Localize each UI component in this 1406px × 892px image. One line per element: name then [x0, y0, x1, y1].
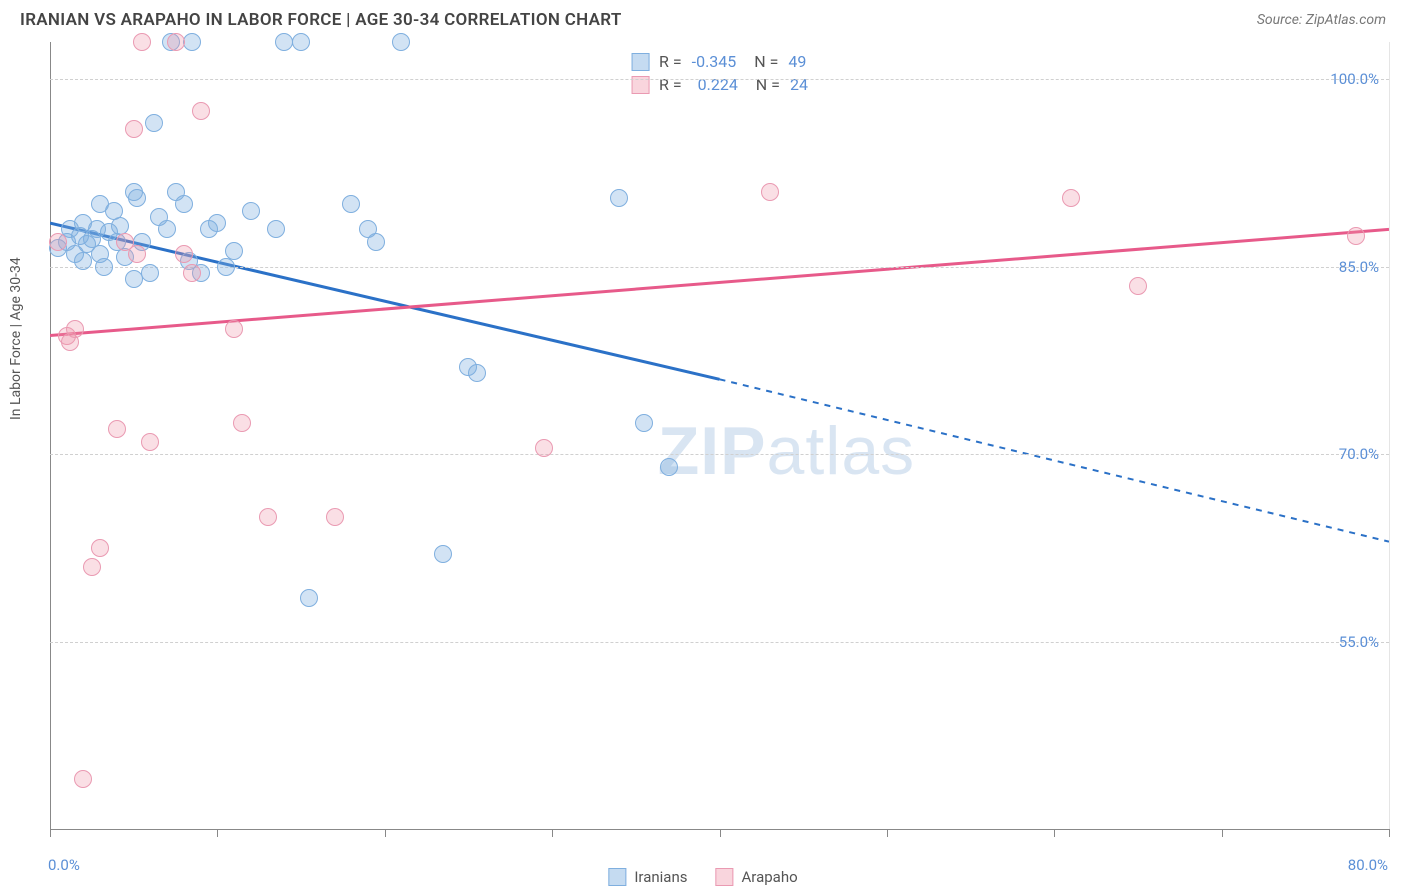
x-tick-min: 0.0%	[48, 856, 80, 874]
data-point	[1062, 189, 1080, 207]
data-point	[535, 439, 553, 457]
y-tick-label: 70.0%	[1339, 445, 1379, 463]
watermark: ZIPatlas	[658, 412, 915, 490]
x-tick	[50, 829, 51, 837]
correlation-legend: R = -0.345 N = 49 R = 0.224 N = 24	[623, 46, 816, 100]
data-point	[125, 120, 143, 138]
data-point	[125, 270, 143, 288]
chart-title: IRANIAN VS ARAPAHO IN LABOR FORCE | AGE …	[20, 10, 622, 30]
n-value-arapaho: 24	[790, 75, 808, 94]
x-tick	[217, 829, 218, 837]
data-point	[1347, 227, 1365, 245]
gridline	[50, 454, 1389, 455]
data-point	[225, 242, 243, 260]
data-point	[267, 220, 285, 238]
data-point	[225, 320, 243, 338]
data-point	[434, 545, 452, 563]
x-tick	[720, 829, 721, 837]
data-point	[74, 770, 92, 788]
data-point	[292, 33, 310, 51]
data-point	[468, 364, 486, 382]
legend-row-iranians: R = -0.345 N = 49	[631, 50, 808, 73]
data-point	[128, 189, 146, 207]
data-point	[233, 414, 251, 432]
swatch-pink	[631, 76, 649, 94]
data-point	[111, 217, 129, 235]
data-point	[367, 233, 385, 251]
x-tick	[1222, 829, 1223, 837]
data-point	[91, 539, 109, 557]
regression-lines	[50, 42, 1389, 829]
swatch-pink-icon	[716, 868, 734, 886]
data-point	[128, 245, 146, 263]
data-point	[660, 458, 678, 476]
data-point	[1129, 277, 1147, 295]
data-point	[175, 245, 193, 263]
data-point	[108, 420, 126, 438]
legend-item-iranians: Iranians	[608, 868, 687, 886]
legend-label-iranians: Iranians	[634, 868, 687, 886]
data-point	[74, 252, 92, 270]
data-point	[145, 114, 163, 132]
data-point	[326, 508, 344, 526]
chart-plot-area: ZIPatlas R = -0.345 N = 49 R = 0.224 N =…	[50, 42, 1390, 830]
x-tick	[887, 829, 888, 837]
data-point	[635, 414, 653, 432]
swatch-blue	[631, 53, 649, 71]
x-tick-max: 80.0%	[1348, 856, 1388, 874]
data-point	[49, 233, 67, 251]
x-tick	[1389, 829, 1390, 837]
series-legend: Iranians Arapaho	[608, 868, 797, 886]
data-point	[167, 33, 185, 51]
data-point	[610, 189, 628, 207]
legend-row-arapaho: R = 0.224 N = 24	[631, 73, 808, 96]
legend-label-arapaho: Arapaho	[742, 868, 798, 886]
r-value-arapaho: 0.224	[692, 75, 738, 94]
data-point	[141, 433, 159, 451]
gridline	[50, 79, 1389, 80]
data-point	[208, 214, 226, 232]
data-point	[158, 220, 176, 238]
data-point	[259, 508, 277, 526]
x-tick	[385, 829, 386, 837]
y-tick-label: 55.0%	[1339, 633, 1379, 651]
data-point	[133, 33, 151, 51]
data-point	[392, 33, 410, 51]
y-tick-label: 100.0%	[1330, 70, 1379, 88]
data-point	[83, 558, 101, 576]
data-point	[761, 183, 779, 201]
data-point	[141, 264, 159, 282]
x-tick	[1054, 829, 1055, 837]
swatch-blue-icon	[608, 868, 626, 886]
source-label: Source: ZipAtlas.com	[1257, 12, 1386, 28]
y-tick-label: 85.0%	[1339, 258, 1379, 276]
data-point	[342, 195, 360, 213]
data-point	[183, 33, 201, 51]
data-point	[183, 264, 201, 282]
data-point	[242, 202, 260, 220]
legend-item-arapaho: Arapaho	[716, 868, 798, 886]
r-value-iranians: -0.345	[692, 52, 737, 71]
data-point	[192, 102, 210, 120]
data-point	[275, 33, 293, 51]
data-point	[217, 258, 235, 276]
y-axis-label: In Labor Force | Age 30-34	[8, 257, 24, 420]
data-point	[66, 320, 84, 338]
data-point	[300, 589, 318, 607]
n-value-iranians: 49	[788, 52, 806, 71]
data-point	[175, 195, 193, 213]
data-point	[95, 258, 113, 276]
gridline	[50, 642, 1389, 643]
x-tick	[552, 829, 553, 837]
gridline	[50, 267, 1389, 268]
